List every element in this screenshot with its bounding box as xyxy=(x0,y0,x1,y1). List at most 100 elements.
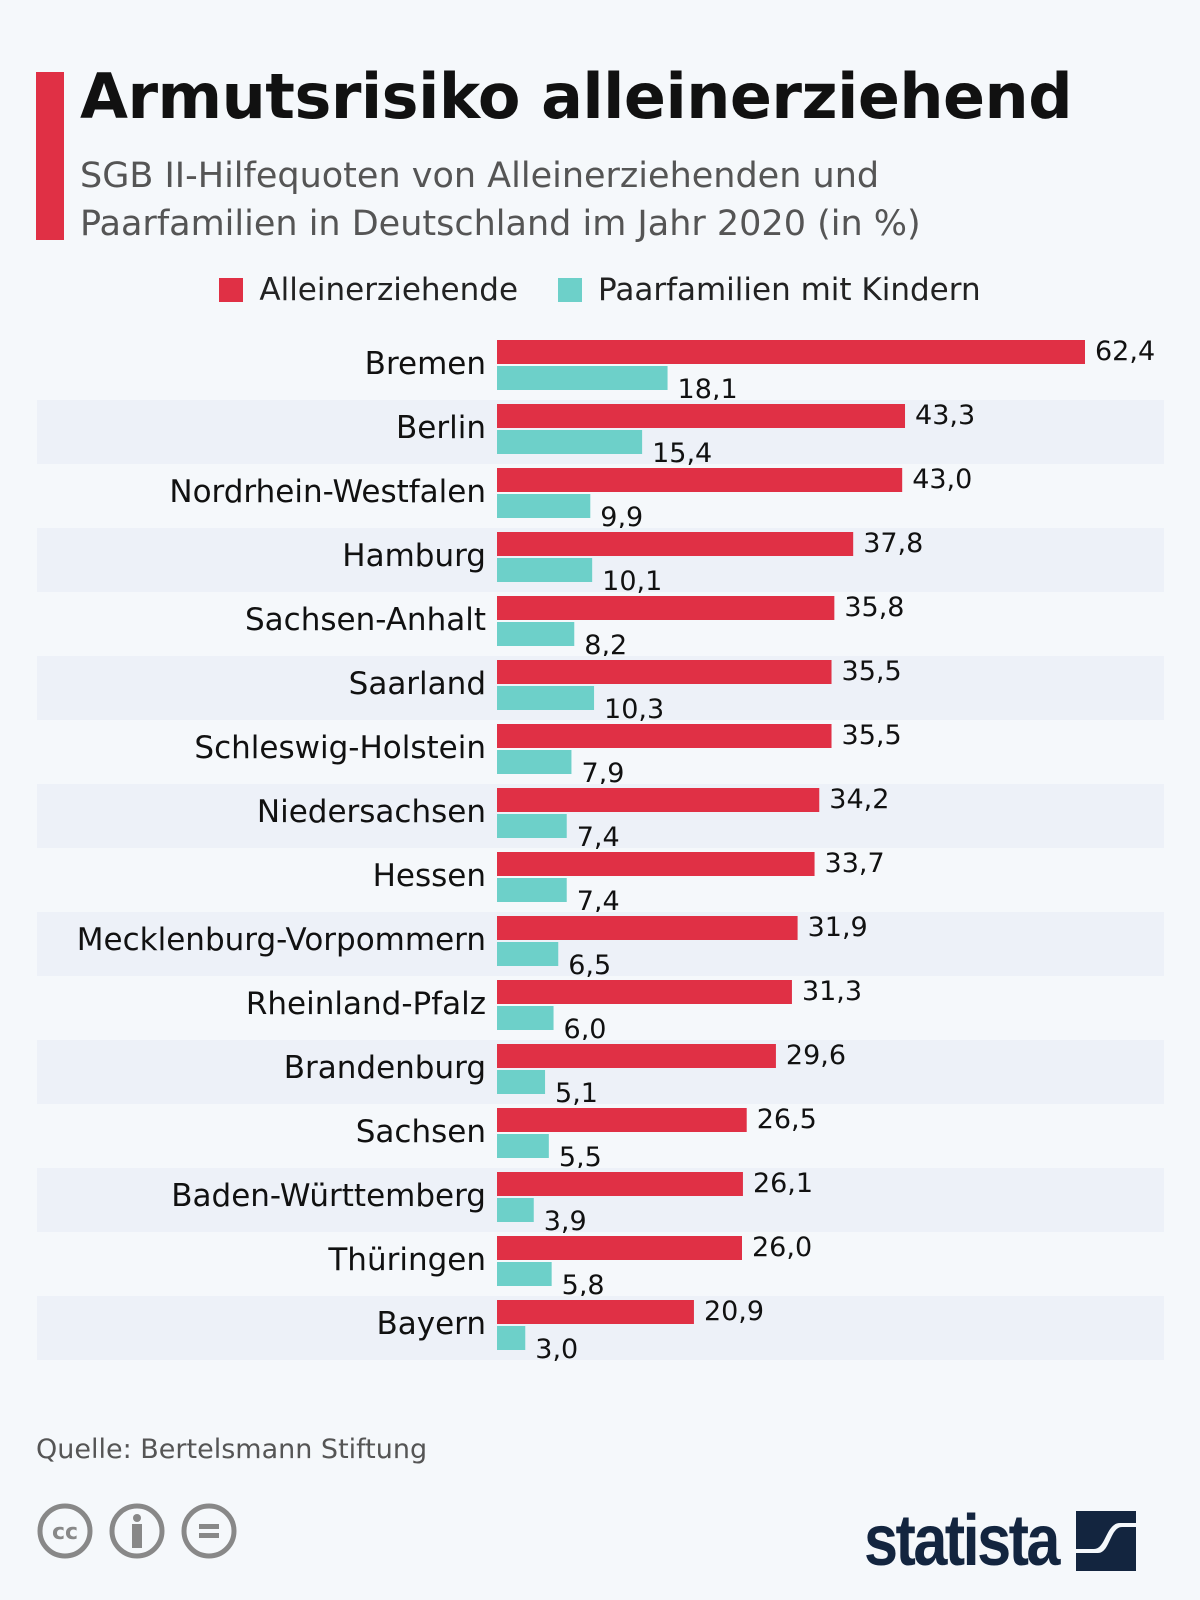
license-icons: cc xyxy=(36,1502,238,1560)
bar-alleinerziehende xyxy=(497,916,798,940)
category-row-5: Saarland 35,5 10,3 xyxy=(37,656,1164,725)
bar-paarfamilien xyxy=(497,814,567,838)
bar-alleinerziehende xyxy=(497,724,832,748)
category-row-14: Thüringen 26,0 5,8 xyxy=(327,1232,812,1301)
data-label: 34,2 xyxy=(829,784,889,815)
data-label: 37,8 xyxy=(863,528,923,559)
category-row-9: Mecklenburg-Vorpommern 31,9 6,5 xyxy=(37,912,1164,981)
category-label: Niedersachsen xyxy=(257,794,486,830)
data-label: 35,5 xyxy=(842,656,902,687)
category-row-4: Sachsen-Anhalt 35,8 8,2 xyxy=(245,592,904,661)
category-label: Sachsen-Anhalt xyxy=(245,602,486,638)
category-label: Hessen xyxy=(373,858,486,894)
category-label: Bayern xyxy=(376,1306,486,1342)
svg-text:cc: cc xyxy=(52,1520,78,1545)
category-label: Nordrhein-Westfalen xyxy=(169,474,486,510)
category-label: Rheinland-Pfalz xyxy=(246,986,486,1022)
category-label: Berlin xyxy=(396,410,486,446)
bar-alleinerziehende xyxy=(497,1236,742,1260)
category-row-12: Sachsen 26,5 5,5 xyxy=(356,1104,817,1173)
bar-alleinerziehende xyxy=(497,788,820,812)
bar-paarfamilien xyxy=(497,1198,534,1222)
data-label: 10,3 xyxy=(604,694,664,725)
data-label: 10,1 xyxy=(602,566,662,597)
title-accent-bar xyxy=(36,72,64,240)
bar-paarfamilien xyxy=(497,622,575,646)
category-row-7: Niedersachsen 34,2 7,4 xyxy=(37,784,1164,853)
data-label: 26,1 xyxy=(753,1168,813,1199)
category-row-10: Rheinland-Pfalz 31,3 6,0 xyxy=(246,976,862,1045)
legend-label: Paarfamilien mit Kindern xyxy=(598,272,981,308)
data-label: 20,9 xyxy=(704,1296,764,1327)
category-row-1: Berlin 43,3 15,4 xyxy=(37,400,1164,469)
attribution-icon xyxy=(109,1503,165,1559)
category-label: Brandenburg xyxy=(284,1050,486,1086)
legend-item-paarfamilien: Paarfamilien mit Kindern xyxy=(558,272,981,308)
bar-paarfamilien xyxy=(497,878,567,902)
bar-alleinerziehende xyxy=(497,404,906,428)
data-label: 33,7 xyxy=(825,848,885,879)
legend-label: Alleinerziehende xyxy=(259,272,519,308)
bar-alleinerziehende xyxy=(497,1044,776,1068)
bar-paarfamilien xyxy=(497,1326,526,1350)
data-label: 9,9 xyxy=(600,502,643,533)
data-label: 7,4 xyxy=(577,886,620,917)
category-row-3: Hamburg 37,8 10,1 xyxy=(37,528,1164,597)
category-label: Mecklenburg-Vorpommern xyxy=(77,922,486,958)
bar-alleinerziehende xyxy=(497,532,854,556)
data-label: 26,0 xyxy=(752,1232,812,1263)
category-row-11: Brandenburg 29,6 5,1 xyxy=(37,1040,1164,1109)
category-label: Hamburg xyxy=(342,538,486,574)
data-label: 18,1 xyxy=(678,374,738,405)
bar-alleinerziehende xyxy=(497,852,815,876)
data-label: 7,9 xyxy=(581,758,624,789)
data-label: 35,8 xyxy=(844,592,904,623)
source-note: Quelle: Bertelsmann Stiftung xyxy=(36,1434,428,1465)
data-label: 62,4 xyxy=(1095,336,1155,367)
bar-alleinerziehende xyxy=(497,1172,743,1196)
legend-swatch xyxy=(558,278,583,302)
category-row-8: Hessen 33,7 7,4 xyxy=(373,848,885,917)
bar-paarfamilien xyxy=(497,1134,549,1158)
data-label: 29,6 xyxy=(786,1040,846,1071)
chart-subtitle: SGB II-Hilfequoten von Alleinerziehenden… xyxy=(80,156,921,244)
category-label: Baden-Württemberg xyxy=(171,1178,486,1214)
data-label: 31,9 xyxy=(808,912,868,943)
chart-title: Armutsrisiko alleinerziehend xyxy=(80,60,1073,133)
bar-alleinerziehende xyxy=(497,596,835,620)
cc-icon: cc xyxy=(37,1503,93,1559)
bar-paarfamilien xyxy=(497,686,595,710)
data-label: 31,3 xyxy=(802,976,862,1007)
logo-wordmark: statista xyxy=(864,1501,1060,1581)
category-row-13: Baden-Württemberg 26,1 3,9 xyxy=(37,1168,1164,1237)
category-row-0: Bremen 62,4 18,1 xyxy=(365,336,1155,405)
bar-paarfamilien xyxy=(497,1006,554,1030)
data-label: 5,5 xyxy=(559,1142,602,1173)
legend-swatch xyxy=(219,278,244,302)
data-label: 6,0 xyxy=(564,1014,607,1045)
data-label: 35,5 xyxy=(842,720,902,751)
bar-alleinerziehende xyxy=(497,1108,747,1132)
data-label: 6,5 xyxy=(568,950,611,981)
bar-paarfamilien xyxy=(497,1070,546,1094)
bar-paarfamilien xyxy=(497,494,591,518)
data-label: 8,2 xyxy=(584,630,627,661)
data-label: 5,1 xyxy=(555,1078,598,1109)
data-label: 3,9 xyxy=(544,1206,587,1237)
bar-paarfamilien xyxy=(497,750,572,774)
bar-paarfamilien xyxy=(497,558,593,582)
category-row-6: Schleswig-Holstein 35,5 7,9 xyxy=(194,720,901,789)
bar-alleinerziehende xyxy=(497,660,832,684)
category-label: Bremen xyxy=(365,346,486,382)
bar-alleinerziehende xyxy=(497,980,792,1004)
data-label: 26,5 xyxy=(757,1104,817,1135)
legend: Alleinerziehende Paarfamilien mit Kinder… xyxy=(0,272,1200,308)
data-label: 3,0 xyxy=(535,1334,578,1365)
legend-item-alleinerziehende: Alleinerziehende xyxy=(219,272,518,308)
bar-alleinerziehende xyxy=(497,1300,694,1324)
category-label: Schleswig-Holstein xyxy=(194,730,486,766)
category-label: Sachsen xyxy=(356,1114,486,1150)
data-label: 43,0 xyxy=(912,464,972,495)
data-label: 43,3 xyxy=(915,400,975,431)
